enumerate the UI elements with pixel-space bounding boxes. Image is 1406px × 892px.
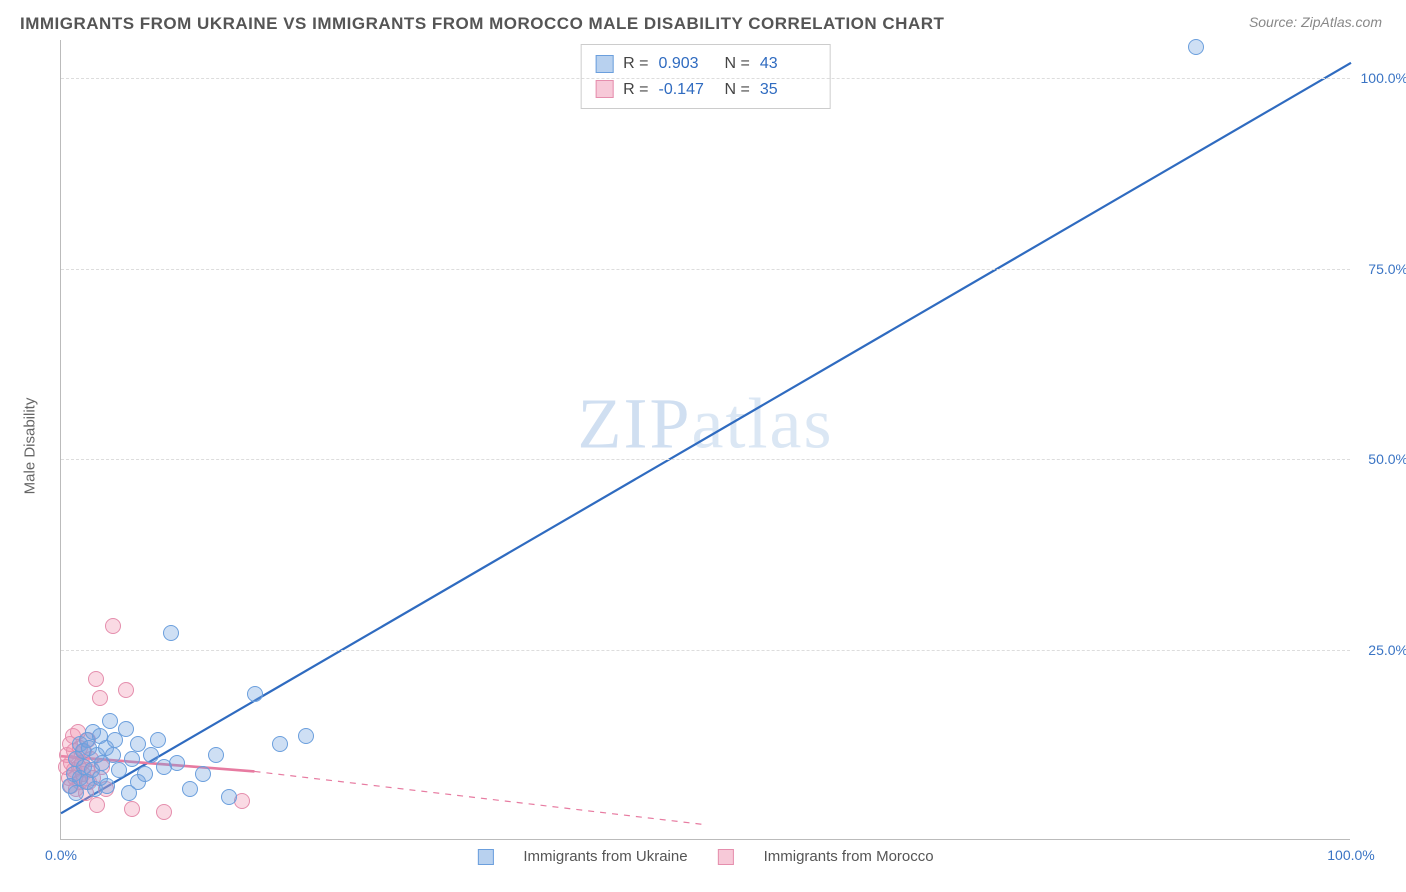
scatter-point-morocco [88, 671, 104, 687]
swatch-ukraine-icon [595, 55, 613, 73]
grid-line [61, 459, 1350, 460]
scatter-point-ukraine [137, 766, 153, 782]
watermark-text: ZIPatlas [578, 382, 834, 465]
scatter-point-ukraine [182, 781, 198, 797]
legend-swatch-ukraine-icon [477, 849, 493, 865]
scatter-point-ukraine [272, 736, 288, 752]
grid-line [61, 78, 1350, 79]
scatter-point-ukraine [221, 789, 237, 805]
stats-row-morocco: R = -0.147 N = 35 [595, 77, 816, 103]
scatter-point-morocco [118, 682, 134, 698]
scatter-point-ukraine [247, 686, 263, 702]
stat-n-label: N = [725, 77, 750, 103]
y-tick-label: 50.0% [1368, 451, 1406, 467]
stat-r-value-ukraine: 0.903 [659, 51, 715, 77]
grid-line [61, 269, 1350, 270]
scatter-point-ukraine [208, 747, 224, 763]
y-axis-title: Male Disability [22, 398, 39, 495]
stats-row-ukraine: R = 0.903 N = 43 [595, 51, 816, 77]
scatter-point-ukraine [298, 728, 314, 744]
scatter-point-ukraine [195, 766, 211, 782]
scatter-point-ukraine [150, 732, 166, 748]
scatter-point-morocco [89, 797, 105, 813]
swatch-morocco-icon [595, 80, 613, 98]
scatter-point-ukraine [111, 762, 127, 778]
scatter-point-morocco [105, 618, 121, 634]
stat-n-value-ukraine: 43 [760, 51, 816, 77]
scatter-point-ukraine [1188, 39, 1204, 55]
scatter-point-ukraine [99, 778, 115, 794]
x-tick-label: 0.0% [45, 847, 77, 863]
chart-container: IMMIGRANTS FROM UKRAINE VS IMMIGRANTS FR… [0, 0, 1406, 892]
scatter-point-morocco [92, 690, 108, 706]
y-tick-label: 25.0% [1368, 642, 1406, 658]
scatter-point-ukraine [105, 747, 121, 763]
scatter-point-ukraine [124, 751, 140, 767]
scatter-point-morocco [124, 801, 140, 817]
legend-swatch-morocco-icon [718, 849, 734, 865]
scatter-point-ukraine [169, 755, 185, 771]
source-attribution: Source: ZipAtlas.com [1249, 14, 1382, 30]
legend-label-ukraine: Immigrants from Ukraine [523, 848, 687, 865]
y-tick-label: 100.0% [1361, 70, 1406, 86]
chart-title: IMMIGRANTS FROM UKRAINE VS IMMIGRANTS FR… [20, 14, 944, 34]
scatter-point-ukraine [163, 625, 179, 641]
stat-r-label: R = [623, 51, 648, 77]
stat-n-label: N = [725, 51, 750, 77]
grid-line [61, 650, 1350, 651]
trend-lines-layer [61, 40, 1350, 839]
stats-box: R = 0.903 N = 43 R = -0.147 N = 35 [580, 44, 831, 109]
stat-r-value-morocco: -0.147 [659, 77, 715, 103]
plot-area: ZIPatlas R = 0.903 N = 43 R = -0.147 N =… [60, 40, 1350, 840]
stat-r-label: R = [623, 77, 648, 103]
scatter-point-morocco [156, 804, 172, 820]
scatter-point-ukraine [118, 721, 134, 737]
stat-n-value-morocco: 35 [760, 77, 816, 103]
legend: Immigrants from Ukraine Immigrants from … [477, 848, 933, 865]
scatter-point-ukraine [102, 713, 118, 729]
legend-label-morocco: Immigrants from Morocco [764, 848, 934, 865]
x-tick-label: 100.0% [1327, 847, 1374, 863]
y-tick-label: 75.0% [1368, 261, 1406, 277]
